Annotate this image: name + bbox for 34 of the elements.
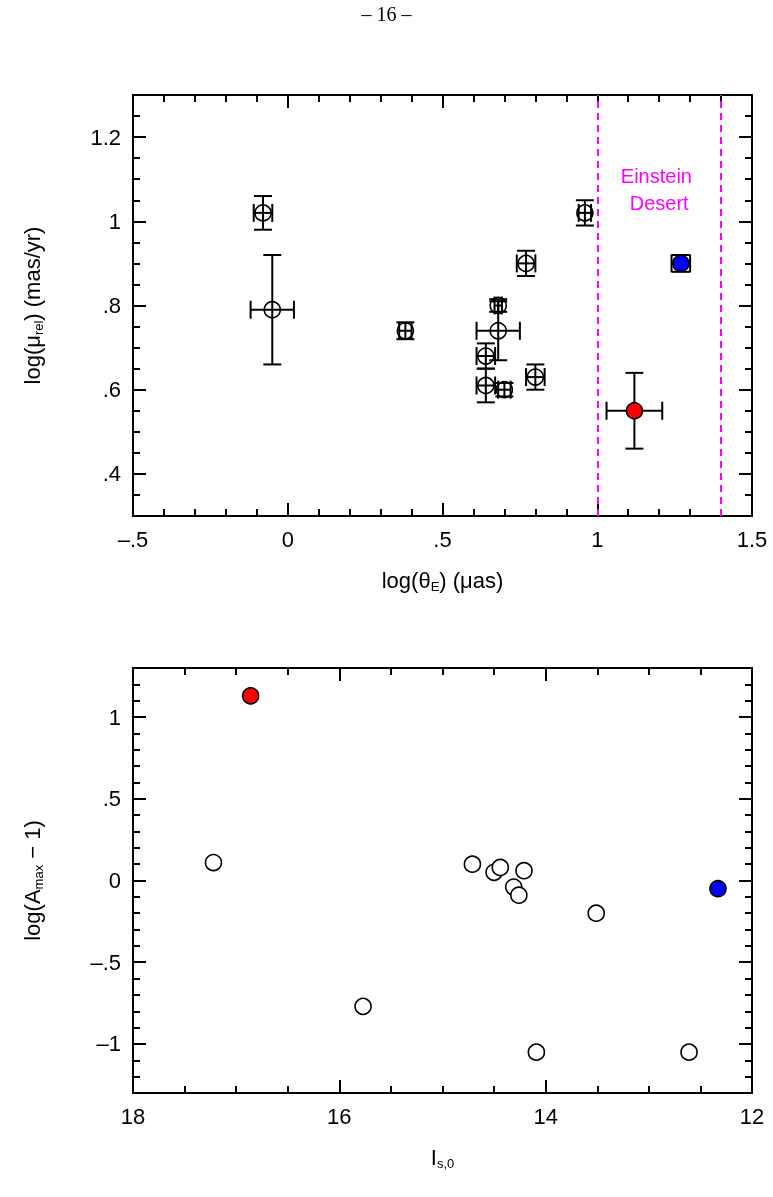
y-tick-label: .6 xyxy=(102,377,121,403)
y-axis-title: log(μrel) (mas/yr) xyxy=(20,226,46,385)
x-tick-label: 0 xyxy=(281,526,294,552)
y-tick-label: –.5 xyxy=(90,949,121,975)
x-tick-label: 16 xyxy=(327,1103,352,1129)
y-tick-label: .8 xyxy=(102,293,121,318)
y-axis-title: log(Amax − 1) xyxy=(20,820,46,941)
y-tick-label: 1 xyxy=(108,704,121,730)
y-tick-label: .5 xyxy=(102,786,121,812)
annotation: Einstein Desert xyxy=(620,165,698,215)
point xyxy=(463,855,482,873)
point xyxy=(204,853,223,872)
y-tick-label: 0 xyxy=(108,868,121,893)
x-tick-label: 18 xyxy=(120,1103,146,1129)
x-tick-label: 1 xyxy=(591,526,604,552)
x-tick-label: 14 xyxy=(533,1103,558,1129)
y-tick-label: 1.2 xyxy=(90,124,121,150)
point xyxy=(527,1043,546,1061)
x-tick-label: 12 xyxy=(739,1103,765,1129)
point xyxy=(625,401,644,420)
point xyxy=(515,861,533,880)
point xyxy=(354,997,372,1016)
y-tick-label: .4 xyxy=(102,461,121,487)
point xyxy=(709,879,727,898)
point xyxy=(680,1043,698,1061)
point xyxy=(491,858,510,877)
x-tick-label: .5 xyxy=(433,526,452,552)
x-tick-label: 1.5 xyxy=(736,526,768,552)
point xyxy=(241,686,260,705)
y-tick-label: –1 xyxy=(96,1031,121,1057)
point xyxy=(587,904,606,922)
point xyxy=(510,886,528,905)
text: – 16 – xyxy=(360,3,413,25)
y-tick-label: 1 xyxy=(108,208,121,234)
